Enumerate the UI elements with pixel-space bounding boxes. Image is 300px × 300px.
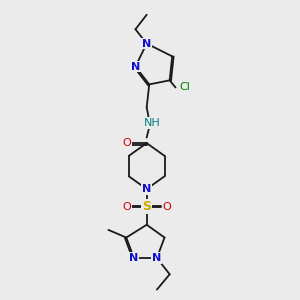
Text: N: N [142, 39, 151, 49]
Text: O: O [122, 138, 131, 148]
Text: O: O [122, 202, 130, 212]
Text: N: N [131, 61, 140, 71]
Text: O: O [163, 202, 172, 212]
Text: N: N [142, 184, 151, 194]
Text: N: N [129, 253, 139, 263]
Text: Cl: Cl [179, 82, 190, 92]
Text: S: S [142, 200, 151, 213]
Text: NH: NH [143, 118, 160, 128]
Text: N: N [152, 253, 161, 263]
